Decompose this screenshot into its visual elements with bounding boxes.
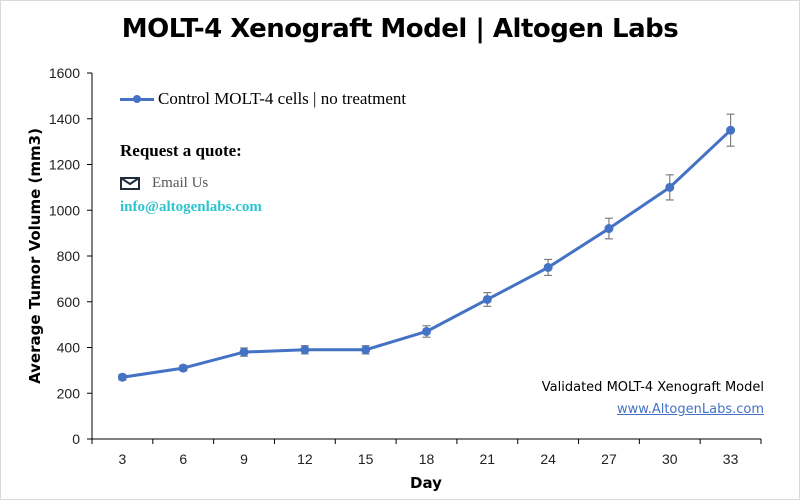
data-point <box>239 347 249 357</box>
data-point <box>482 294 492 304</box>
x-tick-label: 12 <box>297 451 313 467</box>
x-tick-label: 9 <box>240 451 248 467</box>
x-tick-label: 3 <box>119 451 127 467</box>
website-link[interactable]: www.AltogenLabs.com <box>616 402 764 417</box>
y-tick-label: 800 <box>57 248 81 264</box>
x-tick-label: 27 <box>601 451 617 467</box>
legend-marker-icon <box>120 92 154 106</box>
data-point <box>117 372 127 382</box>
chart-title: MOLT-4 Xenograft Model | Altogen Labs <box>121 14 679 44</box>
legend: Control MOLT-4 cells | no treatment <box>120 89 406 109</box>
data-point <box>361 345 371 355</box>
y-tick-label: 400 <box>57 340 81 356</box>
x-tick-label: 30 <box>662 451 678 467</box>
y-tick-label: 200 <box>57 385 81 401</box>
series <box>117 125 736 382</box>
x-tick-label: 21 <box>480 451 496 467</box>
data-point <box>604 224 614 234</box>
data-point <box>726 125 736 135</box>
data-point <box>178 363 188 373</box>
y-tick-label: 1600 <box>49 65 80 81</box>
x-tick-label: 15 <box>358 451 374 467</box>
y-tick-label: 0 <box>72 431 80 447</box>
x-tick-label: 24 <box>540 451 556 467</box>
validated-caption: Validated MOLT-4 Xenograft Model <box>541 380 764 395</box>
x-tick-label: 18 <box>419 451 435 467</box>
data-point <box>422 326 431 336</box>
legend-label: Control MOLT-4 cells | no treatment <box>158 89 407 108</box>
x-tick-label: 33 <box>723 451 739 467</box>
quote-heading: Request a quote: <box>120 141 242 160</box>
series-line <box>122 129 732 379</box>
email-us-label: Email Us <box>152 175 209 191</box>
email-us-link[interactable]: Email Us <box>120 175 208 192</box>
tick-labels: 0 200 400 600 800 1000 1200 1400 1600 3 6 9 12 15 18 21… <box>49 65 739 467</box>
y-tick-label: 600 <box>57 294 81 310</box>
y-tick-label: 1000 <box>49 202 80 218</box>
data-point <box>543 262 553 272</box>
y-tick-label: 1200 <box>49 157 80 173</box>
data-point <box>300 345 310 355</box>
axes <box>87 72 762 444</box>
data-point <box>665 182 675 192</box>
envelope-icon <box>120 177 140 190</box>
email-address-link[interactable]: info@altogenlabs.com <box>120 199 262 215</box>
y-axis-title: Average Tumor Volume (mm3) <box>26 128 44 384</box>
y-tick-label: 1400 <box>49 111 80 127</box>
x-tick-label: 6 <box>179 451 187 467</box>
x-axis-title: Day <box>410 474 442 492</box>
